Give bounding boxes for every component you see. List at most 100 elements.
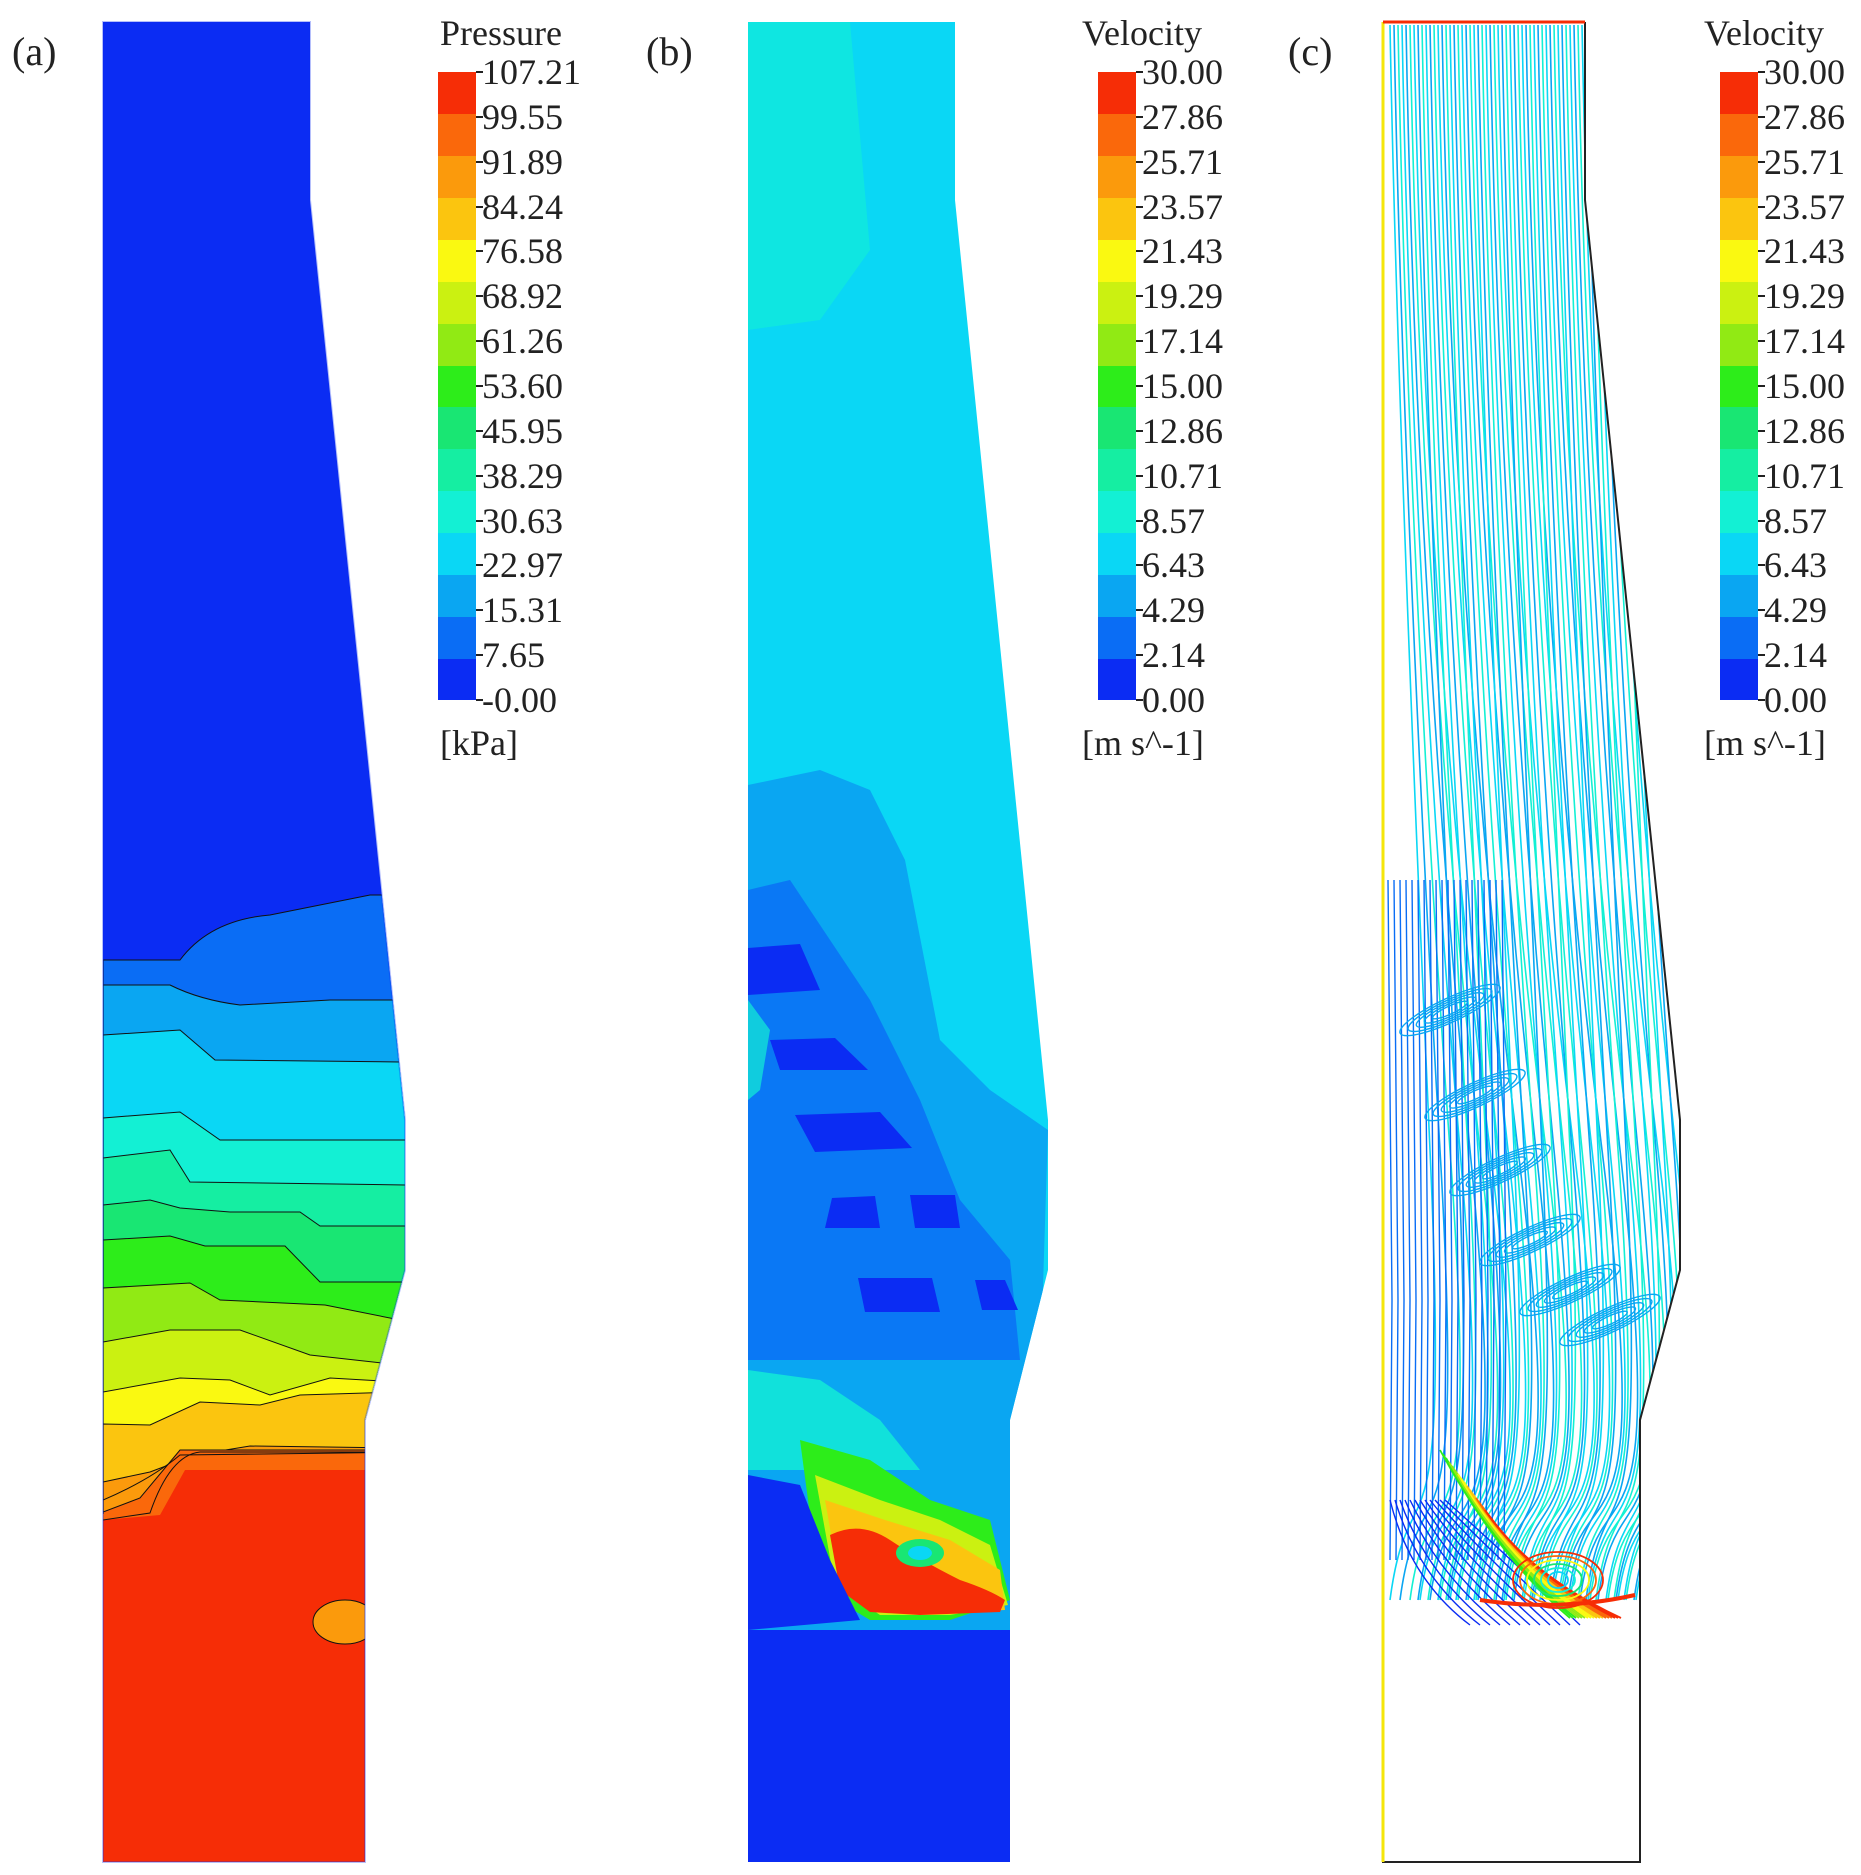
velocity-colorbar-c	[1720, 72, 1758, 701]
streamline	[1649, 24, 1680, 1601]
streamline	[1419, 1499, 1531, 1626]
colorbar-segment	[1720, 448, 1758, 492]
vortex-loop	[1399, 983, 1501, 1037]
tick-label: 2.14	[1142, 635, 1205, 676]
tick-mark	[1758, 115, 1765, 118]
tick-mark	[1136, 295, 1143, 298]
panel-c: (c) Velocity 30.00 27.86 25.71 23.57 21.43 19…	[1240, 0, 1861, 1875]
streamline	[1409, 24, 1499, 1601]
colorbar-segment	[1720, 406, 1758, 450]
tick-label: 0.00	[1142, 680, 1205, 720]
tick-mark	[476, 519, 483, 522]
tick-mark	[1758, 609, 1765, 612]
streamline	[1483, 879, 1489, 1561]
vortex-loop	[1423, 996, 1477, 1024]
tick-label: 23.57	[1142, 186, 1223, 227]
tick-label: 8.57	[1142, 500, 1205, 541]
colorbar-segment	[438, 323, 476, 366]
streamline	[1405, 24, 1486, 1601]
tick-label: 12.86	[1142, 410, 1223, 451]
colorbar-segment	[1720, 72, 1758, 115]
streamline	[1569, 24, 1642, 1601]
vortex-loop	[1583, 1306, 1637, 1334]
vortex-loop	[1479, 1213, 1581, 1267]
colorbar-segment	[1098, 155, 1136, 199]
streamline	[1421, 24, 1477, 1601]
tick-label: 68.92	[482, 276, 563, 317]
velocity-colorbar-b	[1098, 72, 1136, 701]
vortex-loop	[1551, 1280, 1589, 1300]
tick-mark	[476, 160, 483, 163]
streamline	[1533, 24, 1589, 1601]
streamline	[1545, 24, 1626, 1601]
colorbar-segment	[1720, 239, 1758, 282]
tick-mark	[1758, 429, 1765, 432]
colorbar-segment	[1720, 197, 1758, 240]
colorbar-segment	[1098, 239, 1136, 282]
streamline	[1425, 24, 1489, 1601]
tick-label: 10.71	[1142, 455, 1223, 496]
tick-label: 0.00	[1764, 680, 1827, 720]
streamline	[1387, 879, 1393, 1561]
tick-label: 21.43	[1142, 231, 1223, 272]
tick-label: 15.00	[1142, 366, 1223, 406]
tick-mark	[476, 71, 483, 73]
colorbar-segment	[1720, 323, 1758, 366]
tick-mark	[1136, 115, 1143, 118]
streamline	[1497, 24, 1595, 1601]
velocity-streamline-field	[1381, 20, 1681, 1863]
tick-mark	[1136, 519, 1143, 522]
streamline	[1434, 1499, 1561, 1626]
tick-label: 99.55	[482, 96, 563, 137]
tick-label: 30.63	[482, 500, 563, 541]
tick-label: 17.14	[1764, 321, 1845, 362]
colorbar-segment	[1720, 365, 1758, 408]
tick-mark	[1758, 205, 1765, 208]
streamline	[1393, 879, 1399, 1561]
tick-label: 23.57	[1764, 186, 1845, 227]
colorbar-segment	[1720, 574, 1758, 617]
panel-b: (b)	[620, 0, 1240, 1875]
streamline	[1501, 879, 1507, 1561]
streamline	[1509, 24, 1573, 1601]
tick-mark	[1758, 564, 1765, 567]
tick-label: 84.24	[482, 186, 563, 227]
panel-label-b: (b)	[646, 29, 693, 74]
streamline	[1465, 24, 1555, 1601]
tick-mark	[1758, 71, 1765, 73]
legend-title-velocity-b: Velocity	[1082, 13, 1202, 53]
streamline	[1469, 24, 1567, 1601]
colorbar-segment	[438, 281, 476, 324]
pressure-contour-field	[102, 21, 406, 1863]
tick-mark	[476, 385, 483, 387]
vortex-loop	[1440, 1077, 1510, 1113]
streamline	[1501, 24, 1549, 1601]
vortex-loop	[1431, 1000, 1469, 1020]
vortex-loop	[1448, 1081, 1502, 1109]
tick-mark	[476, 654, 483, 657]
vortex-loop	[1503, 1226, 1557, 1254]
tick-label: 45.95	[482, 410, 563, 451]
tick-label: 7.65	[482, 635, 545, 676]
colorbar-segment	[1720, 658, 1758, 701]
tick-label: 8.57	[1764, 500, 1827, 541]
tick-label: 22.97	[482, 545, 563, 586]
tick-mark	[1758, 250, 1765, 253]
streamline	[1437, 24, 1527, 1601]
tick-label: 25.71	[1142, 141, 1223, 182]
tick-label: 6.43	[1142, 545, 1205, 586]
tick-label: 10.71	[1764, 455, 1845, 496]
streamline	[1417, 24, 1465, 1601]
tick-label: 15.31	[482, 590, 563, 631]
legend-unit-velocity-b: [m s^-1]	[1082, 723, 1204, 763]
vortex-loop	[1533, 1563, 1583, 1597]
tick-mark	[1136, 429, 1143, 432]
tick-label: 2.14	[1764, 635, 1827, 676]
streamline	[1557, 24, 1605, 1601]
tick-mark	[476, 205, 483, 208]
colorbar-segment	[438, 574, 476, 617]
streamline	[1553, 24, 1651, 1601]
colorbar-segment	[1098, 658, 1136, 701]
tick-mark	[1758, 519, 1765, 522]
streamline	[1541, 24, 1614, 1601]
